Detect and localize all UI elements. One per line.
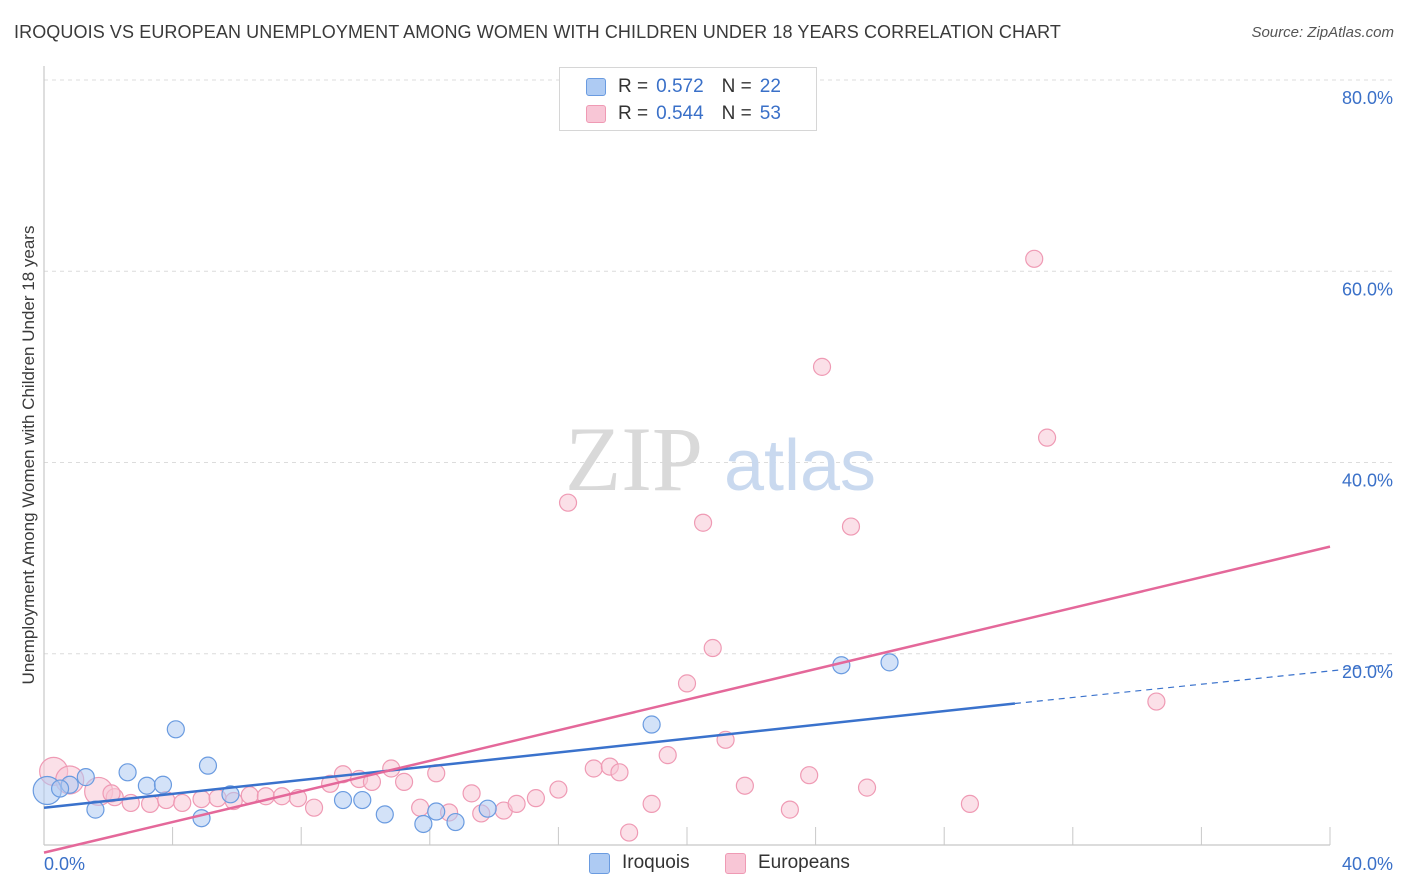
iroquois-point bbox=[192, 809, 211, 828]
legend-n-value: 22 bbox=[759, 76, 781, 97]
watermark-atlas: atlas bbox=[724, 426, 876, 506]
y-tick-label: 40.0% bbox=[1342, 471, 1393, 491]
x-tick-label: 0.0% bbox=[44, 854, 85, 874]
iroquois-point bbox=[478, 799, 497, 818]
legend-r-label: R = bbox=[618, 76, 649, 97]
legend-row-europeans: R = 0.544 N = 53 bbox=[586, 102, 781, 126]
iroquois-point bbox=[76, 768, 95, 787]
europeans-point bbox=[507, 794, 526, 813]
europeans-point bbox=[642, 794, 661, 813]
europeans-point bbox=[462, 784, 481, 803]
europeans-point bbox=[960, 794, 980, 813]
legend-n-label: N = bbox=[721, 103, 752, 124]
europeans-point bbox=[558, 493, 578, 512]
europeans-point bbox=[584, 759, 603, 778]
legend-n-value: 53 bbox=[759, 103, 781, 124]
series-legend-europeans: Europeans bbox=[725, 852, 850, 874]
iroquois-trendline bbox=[43, 702, 1016, 809]
europeans-point bbox=[658, 746, 677, 765]
iroquois-point bbox=[642, 715, 661, 734]
iroquois-point bbox=[353, 790, 372, 810]
trendlines bbox=[43, 545, 1393, 854]
iroquois-trendline-extension bbox=[1014, 663, 1393, 705]
watermark: ZIP atlas bbox=[565, 408, 876, 510]
europeans-point bbox=[780, 800, 799, 819]
x-tick-label: 40.0% bbox=[1342, 854, 1393, 874]
iroquois-points bbox=[32, 653, 899, 834]
iroquois-point bbox=[375, 805, 394, 824]
series-legend-iroquois: Iroquois bbox=[589, 852, 690, 874]
tick-labels: 20.0% 40.0% 60.0% 80.0% 0.0% 40.0% bbox=[44, 88, 1393, 874]
legend-r-value: 0.572 bbox=[656, 76, 704, 97]
europeans-point bbox=[394, 772, 414, 791]
series-swatch-iroquois bbox=[589, 852, 610, 874]
legend-row-iroquois: R = 0.572 N = 22 bbox=[586, 75, 781, 99]
legend-swatch-iroquois bbox=[586, 78, 606, 96]
legend-r-label: R = bbox=[618, 103, 649, 124]
iroquois-point bbox=[153, 775, 173, 794]
europeans-point bbox=[1025, 249, 1044, 268]
europeans-point bbox=[304, 798, 324, 817]
legend-r-value: 0.544 bbox=[656, 103, 704, 124]
iroquois-point bbox=[198, 756, 218, 775]
iroquois-point bbox=[414, 814, 433, 834]
iroquois-point bbox=[427, 802, 446, 821]
europeans-point bbox=[703, 638, 722, 658]
grid-lines bbox=[44, 79, 1392, 655]
europeans-point bbox=[610, 763, 629, 782]
iroquois-point bbox=[166, 720, 185, 739]
series-legend-label: Europeans bbox=[758, 852, 850, 873]
europeans-point bbox=[102, 784, 121, 803]
europeans-point bbox=[693, 513, 713, 532]
europeans-point bbox=[620, 823, 639, 842]
watermark-zip: ZIP bbox=[565, 408, 703, 510]
iroquois-point bbox=[221, 785, 240, 804]
series-legend: Iroquois Europeans bbox=[0, 852, 1406, 876]
iroquois-point bbox=[880, 653, 899, 672]
europeans-point bbox=[677, 674, 697, 693]
legend-n-label: N = bbox=[721, 76, 752, 97]
europeans-point bbox=[1037, 428, 1057, 447]
iroquois-point bbox=[118, 763, 137, 782]
correlation-legend: R = 0.572 N = 22 R = 0.544 N = 53 bbox=[559, 67, 817, 131]
source-label: Source: ZipAtlas.com bbox=[1251, 24, 1394, 41]
europeans-point bbox=[800, 766, 819, 785]
axes bbox=[43, 66, 1331, 846]
europeans-point bbox=[841, 517, 861, 536]
europeans-point bbox=[735, 776, 754, 795]
europeans-point bbox=[411, 798, 430, 817]
series-legend-label: Iroquois bbox=[622, 852, 690, 873]
iroquois-point bbox=[446, 812, 465, 832]
series-swatch-europeans bbox=[725, 852, 746, 874]
iroquois-point bbox=[137, 776, 156, 795]
y-tick-label: 60.0% bbox=[1342, 279, 1393, 299]
europeans-point bbox=[549, 780, 568, 799]
europeans-trendline bbox=[43, 545, 1331, 854]
iroquois-point bbox=[333, 790, 353, 810]
europeans-point bbox=[173, 793, 192, 813]
europeans-point bbox=[1147, 692, 1166, 711]
iroquois-point bbox=[50, 779, 70, 798]
europeans-point bbox=[857, 778, 877, 797]
y-tick-label: 20.0% bbox=[1342, 662, 1393, 682]
europeans-point bbox=[812, 357, 832, 376]
y-tick-label: 80.0% bbox=[1342, 88, 1393, 108]
europeans-point bbox=[192, 789, 211, 809]
europeans-points bbox=[39, 249, 1166, 842]
chart-title: IROQUOIS VS EUROPEAN UNEMPLOYMENT AMONG … bbox=[14, 22, 1062, 42]
legend-swatch-europeans bbox=[586, 105, 606, 123]
europeans-point bbox=[526, 789, 545, 808]
